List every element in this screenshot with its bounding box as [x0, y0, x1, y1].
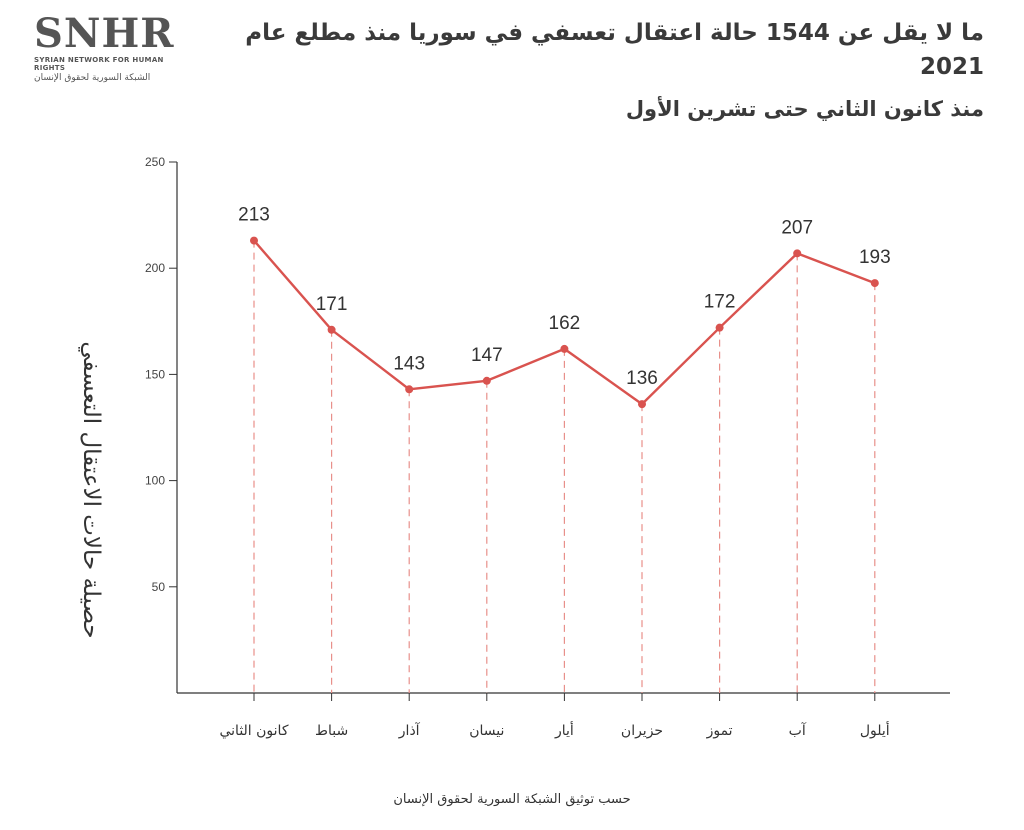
x-tick-label: أيلول	[860, 721, 890, 739]
data-point	[793, 249, 802, 258]
chart-subtitle: منذ كانون الثاني حتى تشرين الأول	[625, 97, 984, 121]
data-point	[870, 279, 879, 288]
data-point	[638, 400, 646, 409]
y-axis-label: حصيلة حالات الاعتقال التعسفي	[78, 341, 104, 638]
snhr-logo: SNHR SYRIAN NETWORK FOR HUMAN RIGHTS الش…	[34, 10, 175, 84]
x-tick-label: كانون الثاني	[219, 723, 288, 739]
y-tick-label: 200	[145, 261, 165, 275]
data-point	[560, 344, 569, 353]
data-point	[715, 323, 724, 332]
y-tick-label: 100	[145, 474, 165, 488]
data-point	[250, 236, 258, 245]
data-label: 207	[781, 217, 813, 238]
data-labels: 213 171 143 147 162 136 172 207 193	[238, 205, 891, 390]
data-label: 171	[316, 294, 348, 315]
logo-mark: SNHR	[34, 10, 175, 57]
y-tick-label: 250	[145, 155, 165, 169]
chart-axes	[169, 161, 950, 701]
x-tick-labels: كانون الثاني شباط آذار نيسان أيار حزيران تموز آ…	[219, 721, 889, 739]
logo-arabic-name: الشبكة السورية لحقوق الإنسان	[34, 73, 151, 83]
y-tick-label: 150	[145, 367, 165, 381]
x-tick-label: آب	[789, 722, 807, 739]
y-tick-labels: 50 100 150 200 250	[145, 155, 165, 594]
data-label: 193	[859, 247, 891, 268]
x-tick-label: آذار	[398, 722, 421, 739]
data-label: 172	[704, 292, 736, 313]
header: ما لا يقل عن 1544 حالة اعتقال تعسفي في س…	[204, 16, 984, 126]
source-note: حسب توثيق الشبكة السورية لحقوق الإنسان	[393, 792, 631, 807]
data-point	[405, 385, 414, 394]
chart-title: ما لا يقل عن 1544 حالة اعتقال تعسفي في س…	[245, 20, 984, 80]
data-label: 143	[393, 353, 425, 374]
data-label: 136	[626, 368, 658, 389]
x-tick-label: شباط	[315, 723, 348, 739]
data-label: 162	[549, 313, 581, 334]
data-point	[327, 325, 336, 334]
logo-english-name: SYRIAN NETWORK FOR HUMAN RIGHTS	[34, 56, 164, 72]
data-point	[482, 376, 491, 385]
x-tick-label: أيار	[554, 721, 574, 739]
y-tick-label: 50	[152, 580, 166, 594]
drop-lines	[253, 240, 876, 693]
data-label: 213	[238, 205, 270, 226]
data-label: 147	[471, 345, 503, 366]
x-tick-label: تموز	[706, 723, 733, 739]
x-tick-label: نيسان	[469, 723, 504, 739]
x-tick-label: حزيران	[621, 723, 663, 739]
data-points	[250, 236, 879, 409]
